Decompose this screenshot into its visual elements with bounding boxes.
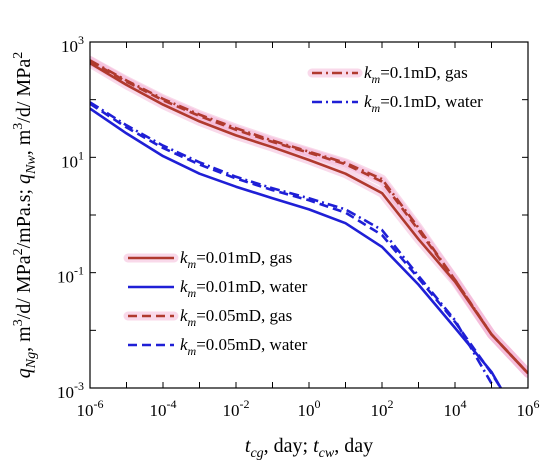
series-line-k01_water [90, 101, 493, 385]
x-tick-exponent: 4 [461, 397, 467, 411]
y-axis-title-part: /d/ MPa [13, 59, 35, 123]
series-line-k001_water [90, 107, 502, 388]
y-tick-base: 10 [57, 383, 74, 402]
legend-sub: m [188, 257, 197, 271]
y-axis-title-sub: Nw [24, 155, 39, 175]
legend-suffix: =0.01mD, gas [196, 248, 292, 267]
y-tick-base: 10 [61, 152, 78, 171]
x-axis-title: tcg, day; tcw, day [245, 435, 373, 461]
x-axis-title-part: t [313, 435, 319, 457]
y-tick-exponent: -1 [74, 264, 84, 278]
y-axis-title-sup: 2 [11, 248, 26, 255]
y-axis-title-part: /mPa.s; [13, 184, 35, 248]
y-axis-title-sub: Ng [24, 352, 39, 369]
x-tick-label: 100 [298, 397, 321, 420]
y-tick-base: 10 [61, 37, 78, 56]
y-axis-title-part: , m [13, 129, 35, 155]
series-lines [90, 59, 528, 388]
legend-label-k01_gas: km=0.1mD, gas [364, 63, 468, 86]
x-tick-label: 10-4 [150, 397, 177, 420]
legend-sub: m [372, 101, 381, 115]
legend-sub: m [188, 344, 197, 358]
legend-k: k [180, 277, 188, 296]
x-tick-label: 106 [517, 397, 540, 420]
legend-label-k001_water: km=0.01mD, water [180, 277, 308, 300]
y-axis-title-sup: 3 [11, 123, 26, 130]
x-tick-base: 10 [444, 401, 461, 420]
x-tick-exponent: 0 [315, 397, 321, 411]
x-tick-base: 10 [517, 401, 534, 420]
x-tick-base: 10 [150, 401, 167, 420]
legend-k: k [180, 248, 188, 267]
x-tick-label: 102 [371, 397, 394, 420]
legend-k: k [180, 306, 188, 325]
y-axis-title-part: q [13, 174, 35, 184]
x-axis-title-sub: cw [319, 446, 335, 461]
x-tick-exponent: -4 [167, 397, 177, 411]
y-tick-base: 10 [57, 268, 74, 287]
legend-k: k [364, 92, 372, 111]
legend-suffix: =0.1mD, gas [380, 63, 468, 82]
legend-k: k [180, 335, 188, 354]
y-axis-title: qNg, m3/d/ MPa2/mPa.s; qNw, m3/d/ MPa2 [11, 52, 39, 378]
legend-sub: m [372, 72, 381, 86]
y-axis-title-sup: 2 [11, 52, 26, 59]
legend-sub: m [188, 286, 197, 300]
y-axis-title-part: /d/ MPa [13, 255, 35, 319]
legend-k: k [364, 63, 372, 82]
legend-suffix: =0.01mD, water [196, 277, 307, 296]
x-tick-label: 104 [444, 397, 467, 420]
x-tick-label: 10-2 [223, 397, 250, 420]
y-tick-label: 10-1 [57, 264, 84, 287]
x-tick-base: 10 [223, 401, 240, 420]
x-axis-title-part: t [245, 435, 251, 457]
x-tick-base: 10 [77, 401, 94, 420]
y-axis-title-sup: 3 [11, 319, 26, 326]
series-line-k005_gas [90, 59, 528, 375]
legend-suffix: =0.05mD, gas [196, 306, 292, 325]
y-tick-exponent: 3 [78, 33, 84, 47]
x-tick-base: 10 [371, 401, 388, 420]
legend-suffix: =0.05mD, water [196, 335, 307, 354]
legend-label-k001_gas: km=0.01mD, gas [180, 248, 292, 271]
y-axis-title-part: q [13, 368, 35, 378]
y-tick-label: 103 [61, 33, 84, 56]
series-line-k005_water [90, 102, 502, 388]
tick-marks [89, 41, 529, 389]
y-tick-label: 101 [61, 148, 84, 171]
legend-sub: m [188, 315, 197, 329]
y-tick-label: 10-3 [57, 379, 84, 402]
y-tick-exponent: 1 [78, 148, 84, 162]
x-tick-labels: 10-6 10-4 10-2 100 102 104 106 [77, 397, 540, 420]
y-axis-title-part: , m [13, 326, 35, 352]
x-tick-exponent: -6 [94, 397, 104, 411]
legend-label-k01_water: km=0.1mD, water [364, 92, 483, 115]
x-axis-title-sub: cg [250, 446, 263, 461]
x-tick-exponent: -2 [240, 397, 250, 411]
x-tick-exponent: 2 [388, 397, 394, 411]
x-tick-base: 10 [298, 401, 315, 420]
y-tick-exponent: -3 [74, 379, 84, 393]
legend-label-k005_water: km=0.05mD, water [180, 335, 308, 358]
legend-label-k005_gas: km=0.05mD, gas [180, 306, 292, 329]
x-axis-title-part: , day [334, 435, 373, 457]
x-tick-label: 10-6 [77, 397, 104, 420]
x-tick-exponent: 6 [534, 397, 540, 411]
x-axis-title-part: , day; [264, 435, 313, 457]
legend-suffix: =0.1mD, water [380, 92, 483, 111]
